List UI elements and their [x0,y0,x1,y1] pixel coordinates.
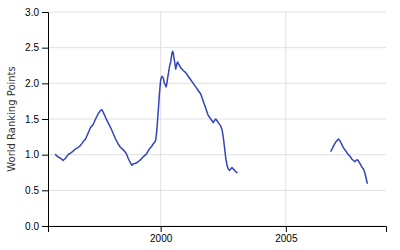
tick: 0.0 [25,221,48,232]
tick-label: 1.5 [25,114,39,125]
tick: 2.0 [25,78,48,89]
tick-mark [42,155,48,156]
grid-line [48,119,386,120]
y-axis: 0.0 0.5 1.0 1.5 2.0 2.5 3.0 [25,7,48,232]
tick-mark [42,83,48,84]
series-line [331,139,367,183]
tick-label: 2.0 [25,78,39,89]
tick-label: 2000 [150,233,173,244]
plot: 2000 2005 0.0 0.5 1.0 1.5 2.0 2.5 3.0 [25,7,386,244]
axis-line [42,13,49,227]
grid-line [48,154,386,155]
tick-mark [42,226,48,227]
tick-mark [161,226,162,232]
y-axis-title: World Ranking Points [6,66,17,172]
tick: 1.0 [25,149,48,160]
tick-label: 2.5 [25,42,39,53]
tick-label: 3.0 [25,7,39,18]
tick-mark [286,226,287,232]
grid-line [160,12,161,226]
grid [48,12,386,226]
grid-line [48,12,386,13]
grid-line [48,47,386,48]
tick: 2.5 [25,42,48,53]
tick-mark [42,48,48,49]
tick: 3.0 [25,7,48,18]
tick-mark [42,190,48,191]
tick-mark [42,119,48,120]
tick: 2000 [150,226,173,244]
tick: 0.5 [25,185,48,196]
tick-label: 0.5 [25,185,39,196]
tick: 2005 [275,226,298,244]
tick-label: 2005 [275,233,298,244]
series-line [56,51,238,172]
tick-label: 0.0 [25,221,39,232]
grid-line [48,83,386,84]
tick-label: 1.0 [25,149,39,160]
chart: 2000 2005 0.0 0.5 1.0 1.5 2.0 2.5 3.0 World Ranki… [0,0,400,250]
tick: 1.5 [25,114,48,125]
tick-mark [42,12,48,13]
x-axis: 2000 2005 [49,226,387,244]
marks [56,51,368,183]
grid-line [48,190,386,191]
axis-line [49,227,387,233]
grid-line [285,12,286,226]
